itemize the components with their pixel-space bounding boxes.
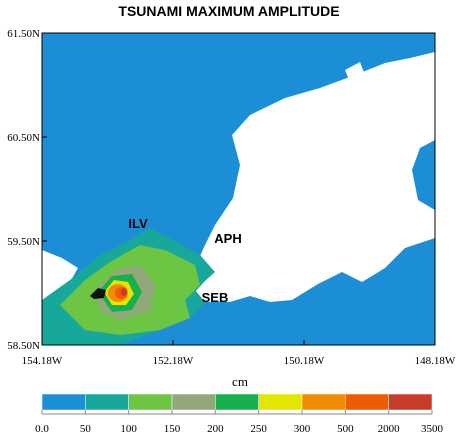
colorbar-tick-label: 250 bbox=[250, 423, 267, 435]
colorbar-box bbox=[128, 393, 173, 411]
colorbar-tick-label: 500 bbox=[337, 423, 354, 435]
y-tick-label: 60.50N bbox=[7, 132, 40, 144]
colorbar-box bbox=[85, 393, 129, 411]
colorbar-label: cm bbox=[232, 374, 248, 389]
colorbar-box bbox=[171, 393, 216, 411]
land bbox=[42, 250, 78, 300]
colorbar-box bbox=[388, 393, 433, 411]
colorbar-tick-label: 300 bbox=[294, 423, 311, 435]
colorbar-box bbox=[258, 393, 303, 411]
title: TSUNAMI MAXIMUM AMPLITUDE bbox=[118, 3, 339, 19]
y-tick-label: 61.50N bbox=[7, 28, 40, 40]
land bbox=[235, 110, 330, 245]
place-label: APH bbox=[214, 231, 241, 246]
island bbox=[90, 288, 106, 299]
colorbar-box bbox=[41, 393, 86, 411]
colorbar-tick-label: 150 bbox=[164, 423, 181, 435]
land bbox=[345, 62, 365, 82]
colorbar-tick-label: 3500 bbox=[421, 423, 444, 435]
colorbar-tick-label: 100 bbox=[120, 423, 137, 435]
map: ILV APH SEB bbox=[41, 32, 436, 346]
map-frame bbox=[41, 32, 436, 346]
colorbar-tick-label: 50 bbox=[80, 423, 92, 435]
x-tick-label: 152.18W bbox=[153, 355, 194, 367]
y-tick-label: 59.50N bbox=[7, 236, 40, 248]
place-label: ILV bbox=[128, 216, 148, 231]
place-label: SEB bbox=[202, 290, 229, 305]
amplitude-zone bbox=[121, 288, 127, 296]
colorbar-box bbox=[301, 393, 346, 411]
colorbar-tick-label: 0.0 bbox=[35, 423, 49, 435]
x-tick-label: 154.18W bbox=[22, 355, 63, 367]
colorbar-box bbox=[215, 393, 259, 411]
x-tick-label: 148.18W bbox=[415, 355, 456, 367]
colorbar-box bbox=[345, 393, 389, 411]
x-tick-label: 150.18W bbox=[284, 355, 325, 367]
y-tick-label: 58.50N bbox=[7, 340, 40, 352]
colorbar-tick-label: 2000 bbox=[378, 423, 401, 435]
colorbar-tick-label: 200 bbox=[207, 423, 224, 435]
